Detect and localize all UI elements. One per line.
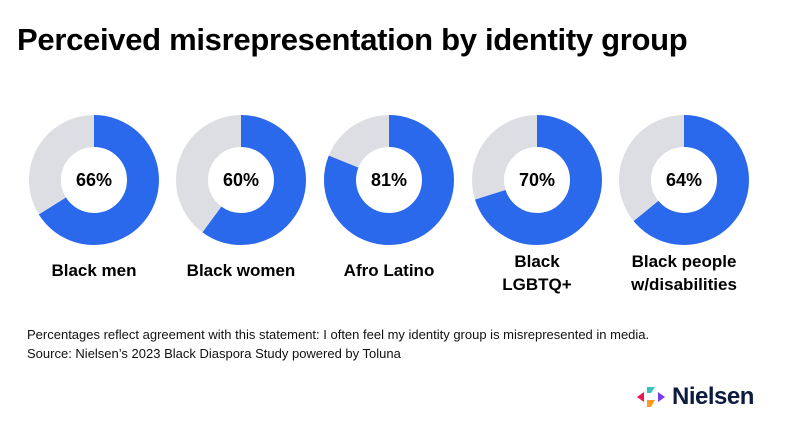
donut-ring [176,115,306,245]
donut-afro-latino: 81% [323,114,455,246]
footnote-source: Source: Nielsen’s 2023 Black Diaspora St… [27,346,401,361]
donut-label-line: Black [514,252,560,271]
donut-label-line: Black women [186,261,296,280]
donut-label: Afro Latino [309,259,469,282]
donut-ring [29,115,159,245]
nielsen-wordmark: Nielsen [672,383,754,410]
donut-label-line: LGBTQ+ [502,275,572,294]
donut-label-line: Black people [631,252,737,271]
donut-percentage: 81% [370,170,408,190]
donut-black-lgbtq-: 70% [471,114,603,246]
footnote-statement: Percentages reflect agreement with this … [27,327,650,342]
donut-percentage: 66% [75,170,113,190]
donut-label-line: Black men [51,261,137,280]
donut-label-line: Afro Latino [343,261,435,280]
donut-black-people-w-disabilities: 64% [618,114,750,246]
donut-percentage: 70% [518,170,556,190]
donut-label-line: w/disabilities [631,275,737,294]
nielsen-logo: Nielsen [636,383,754,411]
chart-title: Perceived misrepresentation by identity … [17,22,688,57]
donut-label: Black women [161,259,321,282]
donut-percentage: 60% [222,170,260,190]
donut-label: Black people w/disabilities [604,250,764,296]
donut-black-men: 66% [28,114,160,246]
donut-label: Black men [14,259,174,282]
donut-ring [324,115,454,245]
nielsen-arrows-icon [637,387,665,407]
donut-black-women: 60% [175,114,307,246]
donut-percentage: 64% [665,170,703,190]
donut-label: Black LGBTQ+ [457,250,617,296]
donut-ring [472,115,602,245]
donut-ring [619,115,749,245]
